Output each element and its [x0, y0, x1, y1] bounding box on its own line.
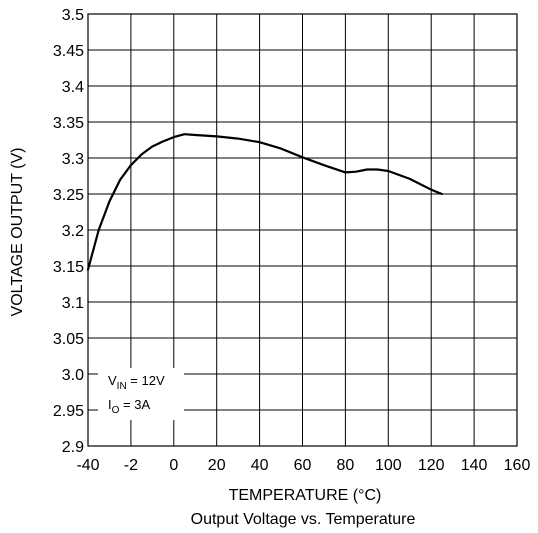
x-tick-label: 60	[294, 457, 312, 474]
x-tick-label: -2	[124, 457, 138, 474]
y-tick-label: 3.4	[62, 79, 84, 96]
y-tick-labels: 3.5 3.45 3.4 3.35 3.3 3.25 3.2 3.15 3.1 3.05 3.0 2.…	[53, 7, 84, 456]
y-tick-label: 2.95	[53, 403, 84, 420]
y-tick-label: 3.0	[62, 367, 84, 384]
y-tick-label: 3.2	[62, 223, 84, 240]
y-tick-label: 3.5	[62, 7, 84, 24]
condition-annotation: VIN = 12V IO = 3A	[98, 368, 184, 420]
x-tick-label: 20	[208, 457, 226, 474]
y-tick-label: 3.05	[53, 331, 84, 348]
y-tick-label: 2.9	[62, 439, 84, 456]
annotation-vin: VIN = 12V	[108, 373, 165, 392]
y-tick-label: 3.35	[53, 115, 84, 132]
x-tick-labels: -40 -2 0 20 40 60 80 100 120 140 160	[76, 457, 530, 474]
y-tick-label: 3.15	[53, 259, 84, 276]
annotation-io: IO = 3A	[108, 397, 150, 416]
x-tick-label: 140	[461, 457, 488, 474]
x-tick-label: 100	[375, 457, 402, 474]
chart-title: Output Voltage vs. Temperature	[191, 511, 416, 528]
x-tick-label: 40	[251, 457, 269, 474]
y-tick-label: 3.45	[53, 43, 84, 60]
y-axis-label: VOLTAGE OUTPUT (V)	[9, 148, 26, 317]
y-tick-label: 3.25	[53, 187, 84, 204]
x-tick-label: -40	[76, 457, 99, 474]
x-tick-label: 160	[504, 457, 531, 474]
plot-frame	[87, 13, 518, 447]
series-line	[86, 133, 443, 271]
y-tick-label: 3.3	[62, 151, 84, 168]
annotation-box	[98, 368, 184, 420]
x-tick-label: 80	[337, 457, 355, 474]
y-tick-label: 3.1	[62, 295, 84, 312]
x-axis-label: TEMPERATURE (°C)	[229, 487, 382, 504]
x-tick-label: 120	[418, 457, 445, 474]
x-tick-label: 0	[169, 457, 178, 474]
